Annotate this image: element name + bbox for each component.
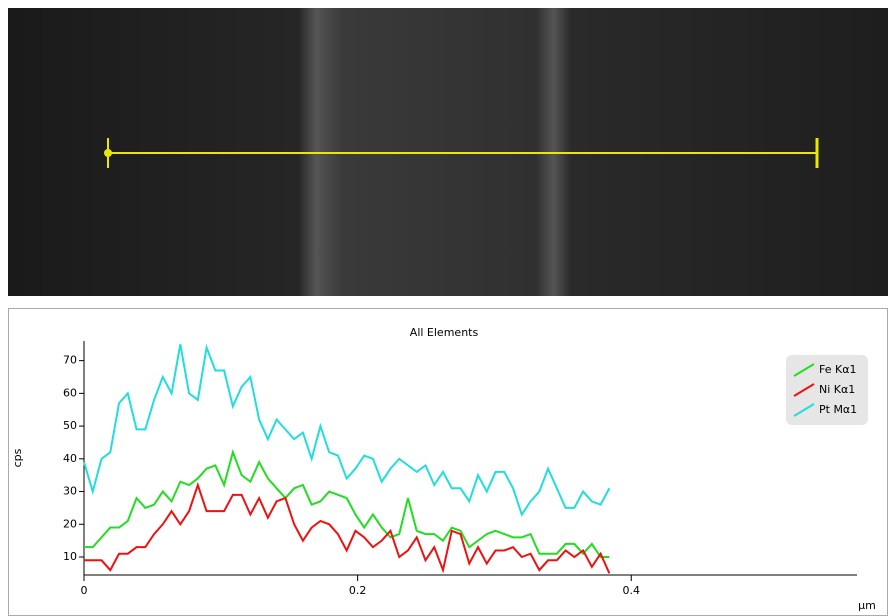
- legend-label: Ni Kα1: [819, 383, 855, 396]
- x-tick-label: 0.4: [623, 584, 641, 597]
- y-axis-label: cps: [11, 448, 24, 467]
- y-tick-label: 20: [63, 517, 77, 530]
- y-tick-label: 70: [63, 354, 77, 367]
- y-tick-label: 50: [63, 419, 77, 432]
- y-tick-label: 10: [63, 550, 77, 563]
- chart-panel: [8, 308, 888, 616]
- legend-swatch: [793, 383, 815, 397]
- legend-swatch: [793, 403, 815, 417]
- x-tick-label: 0.2: [349, 584, 367, 597]
- y-tick-label: 40: [63, 452, 77, 465]
- legend-swatch: [793, 363, 815, 377]
- y-tick-label: 60: [63, 386, 77, 399]
- legend-label: Fe Kα1: [819, 363, 856, 376]
- legend-label: Pt Mα1: [819, 403, 857, 416]
- x-tick-label: 0: [81, 584, 88, 597]
- scan-handle: [104, 149, 112, 157]
- series-line: [84, 481, 611, 574]
- x-axis-label: µm: [858, 599, 876, 612]
- chart-title: All Elements: [410, 326, 479, 339]
- y-tick-label: 30: [63, 485, 77, 498]
- series-line: [84, 449, 610, 558]
- series-line: [83, 343, 611, 517]
